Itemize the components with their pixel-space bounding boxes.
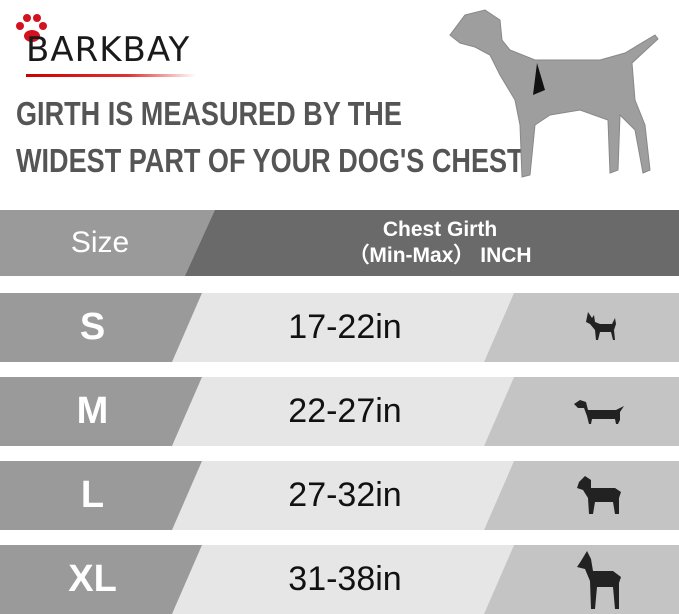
labrador-icon [560, 461, 640, 530]
headline-line1: GIRTH IS MEASURED BY THE [16, 95, 402, 132]
girth-value: 17-22in [288, 308, 402, 346]
paw-icon [16, 14, 47, 42]
table-row: M 22-27in [0, 377, 679, 446]
size-cell [0, 293, 205, 362]
size-label: M [76, 390, 109, 432]
size-cell [0, 545, 205, 614]
girth-cell [172, 545, 514, 614]
logo-underline [26, 74, 196, 77]
brand-name: BARKBAY [26, 30, 191, 70]
header-size: Size [70, 226, 130, 259]
icon-cell [484, 461, 679, 530]
table-row: S 17-22in [0, 293, 679, 362]
girth-cell [172, 293, 514, 362]
size-label: XL [68, 558, 117, 600]
size-label: S [79, 306, 106, 348]
dachshund-icon [560, 377, 640, 446]
chihuahua-icon [560, 293, 640, 362]
size-label: L [80, 474, 105, 516]
girth-value: 27-32in [288, 476, 402, 514]
header-girth-line1: Chest Girth [382, 218, 498, 241]
girth-value: 22-27in [288, 392, 402, 430]
icon-cell [484, 545, 679, 614]
girth-cell [172, 461, 514, 530]
table-row: L 27-32in [0, 461, 679, 530]
girth-value: 31-38in [288, 560, 402, 598]
great-dane-icon [560, 545, 640, 614]
table-row: XL 31-38in [0, 545, 679, 614]
brand-logo: BARKBAY [12, 12, 196, 77]
table-header: Size Chest Girth （Min-Max） INCH [0, 210, 679, 276]
header-girth-cell [185, 210, 679, 276]
size-cell [0, 461, 205, 530]
dog-measurement-icon [449, 9, 659, 178]
header-girth-line2: （Min-Max） INCH [348, 244, 532, 267]
header-girth: Chest Girth （Min-Max） INCH [300, 210, 580, 276]
icon-cell [484, 293, 679, 362]
girth-cell [172, 377, 514, 446]
icon-cell [484, 377, 679, 446]
size-cell [0, 377, 205, 446]
header-size-cell [0, 210, 220, 276]
headline-line2: WIDEST PART OF YOUR DOG'S CHEST. [16, 142, 529, 179]
